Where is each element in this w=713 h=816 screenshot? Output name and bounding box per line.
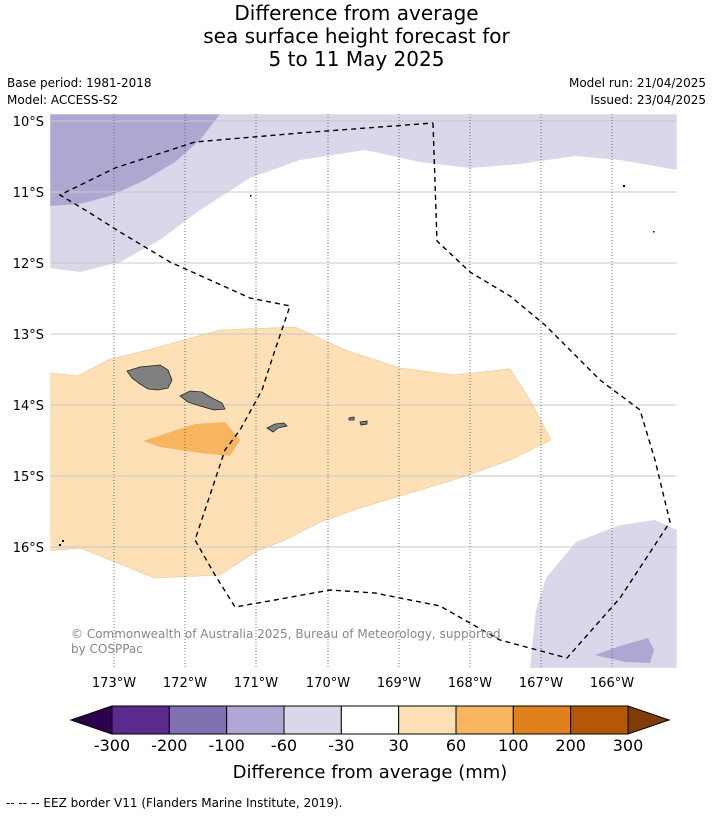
eez-border-legend-note: -- -- -- EEZ border V11 (Flanders Marine… [6,796,343,810]
island-upolu [179,390,226,411]
lon-label-168w: 168°W [448,676,492,691]
colorbar-tick-label: -300 [94,736,130,755]
anomaly-region-pos-30-60 [50,326,552,579]
colorbar-segment [168,705,228,735]
island-manua-ofu [348,416,355,421]
colorbar-tick-label: 100 [498,736,529,755]
copyright-text-line-1: © Commonwealth of Australia 2025, Bureau… [71,627,501,641]
map-title-line-3: 5 to 11 May 2025 [268,47,445,71]
issued-text: Issued: 23/04/2025 [590,93,706,107]
colorbar-tick-label: 30 [388,736,408,755]
lat-label-10s: 10°S [13,115,44,130]
colorbar-segment [570,705,629,735]
colorbar-tick-label: -200 [151,736,187,755]
island-tutuila [266,422,288,433]
colorbar-tick-labels: -300 -200 -100 -60 -30 30 60 100 200 300 [94,736,643,755]
latitude-gridlines [50,120,677,548]
lon-label-169w: 169°W [377,676,421,691]
colorbar: -300 -200 -100 -60 -30 30 60 100 200 300 Differen… [69,705,671,783]
lat-label-15s: 15°S [13,470,44,485]
anomaly-region-pos-60-100 [143,422,240,456]
map-title-line-1: Difference from average [234,1,479,25]
eez-border-american-samoa [58,122,671,659]
lat-label-12s: 12°S [13,257,44,272]
copyright-text-line-2: by COSPPac [71,642,143,656]
colorbar-tick-label: 200 [555,736,586,755]
map-title-line-2: sea surface height forecast for [203,24,510,48]
small-islets [59,185,655,546]
colorbar-segment [398,705,457,735]
island-savaii [126,364,173,391]
colorbar-tick-label: -100 [209,736,245,755]
colorbar-segment [226,705,285,735]
colorbar-segments [111,705,629,735]
island-manua-tau [359,420,368,426]
longitude-labels: 173°W 172°W 171°W 170°W 169°W 168°W 167°… [92,676,634,691]
colorbar-tick-label: 300 [613,736,644,755]
colorbar-segment [512,705,572,735]
colorbar-end-arrow-high [627,705,671,735]
colorbar-segment [283,705,342,735]
lon-label-173w: 173°W [92,676,136,691]
colorbar-segment [111,705,170,735]
model-run-text: Model run: 21/04/2025 [568,76,706,90]
colorbar-tick-label: -60 [271,736,297,755]
latitude-labels: 10°S 11°S 12°S 13°S 14°S 15°S 16°S [13,115,44,556]
anomaly-region-neg-60-100-southeast [595,638,654,663]
lon-label-166w: 166°W [590,676,634,691]
colorbar-segment [340,705,400,735]
lon-label-167w: 167°W [519,676,563,691]
longitude-gridlines [113,114,613,668]
map-frame [49,113,678,669]
lat-label-16s: 16°S [13,541,44,556]
anomaly-region-neg-30-60-north [50,114,677,272]
colorbar-title: Difference from average (mm) [233,762,508,783]
model-text: Model: ACCESS-S2 [7,93,119,107]
colorbar-segment [455,705,514,735]
islands [126,364,368,433]
colorbar-tick-label: 60 [446,736,466,755]
map-area: © Commonwealth of Australia 2025, Bureau… [50,114,677,668]
lon-label-171w: 171°W [234,676,278,691]
lon-label-170w: 170°W [306,676,350,691]
lon-label-172w: 172°W [163,676,207,691]
colorbar-end-arrow-low [69,705,113,735]
lat-label-11s: 11°S [13,186,44,201]
anomaly-region-neg-30-60-southeast [530,520,677,668]
colorbar-tick-label: -30 [328,736,354,755]
base-period-text: Base period: 1981-2018 [7,76,152,90]
lat-label-13s: 13°S [13,328,44,343]
anomaly-region-neg-60-100-northwest [50,114,220,206]
lat-label-14s: 14°S [13,399,44,414]
